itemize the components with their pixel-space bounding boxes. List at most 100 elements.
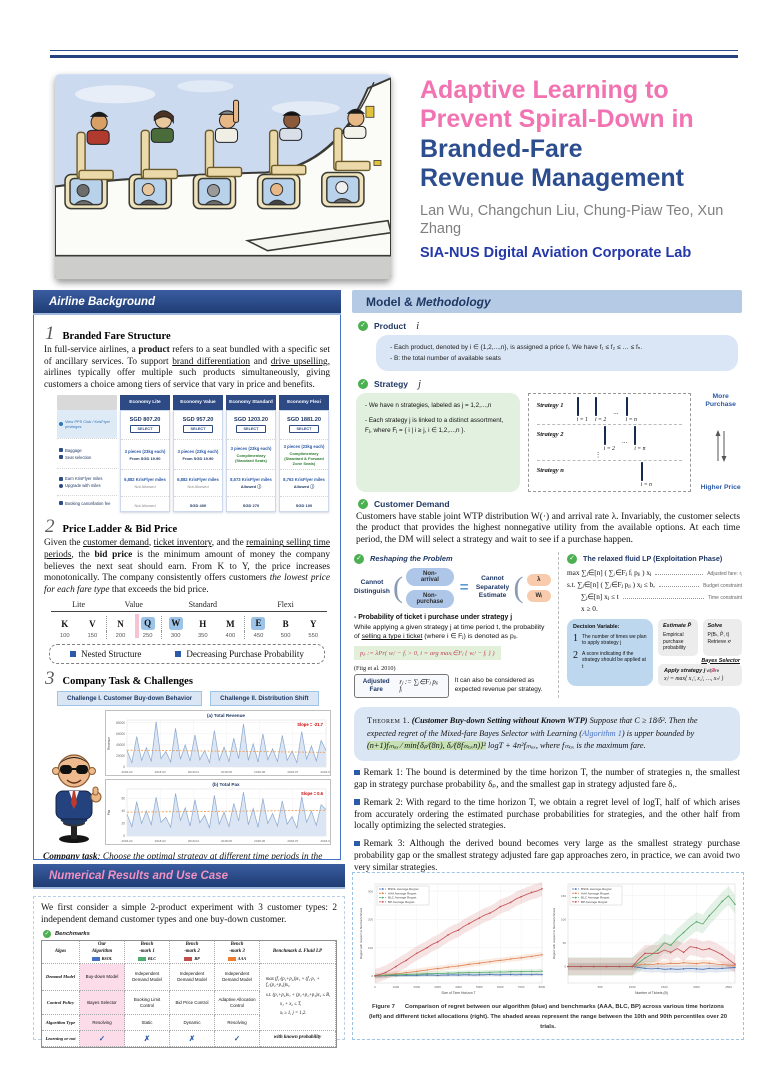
svg-text:100: 100 (368, 946, 373, 950)
svg-text:5000: 5000 (476, 985, 483, 989)
svg-text:(a) Total Revenue: (a) Total Revenue (207, 713, 245, 718)
title-line-1: Adaptive Learning to (420, 76, 669, 104)
total-revenue-chart: 0 20000 40000 60000 80000 2018-02 2018-03 2018-… (105, 710, 331, 777)
fluid-lp-formula: max (f₁·(p₁+p₂))x₁ + (f₁·p₁ + f₂·(p₂+p₃)… (260, 964, 336, 1032)
fare-price: SGD 1881.20 (287, 417, 321, 424)
cancellation-icon (59, 501, 63, 506)
svg-text:Slope = 0.6: Slope = 0.6 (301, 791, 324, 796)
experiment-intro: We first consider a simple 2-product exp… (41, 903, 337, 926)
svg-text:Regret with respect to fluid b: Regret with respect to fluid benchmark (359, 907, 363, 959)
s2-paragraph: Given the customer demand, ticket invent… (44, 538, 330, 595)
svg-text:300: 300 (368, 889, 373, 893)
ladder-code-highlighted: W (161, 616, 189, 632)
svg-text:2018-07: 2018-07 (287, 839, 298, 843)
challenge-tabs: Challenge I. Customer Buy-down Behavior … (57, 691, 331, 707)
probability-formula: pⱼᵢ := λPr( wᵢᵗ − fᵢ > 0, i = arg maxᵢ∈F… (354, 645, 501, 660)
estimate-solve-apply: Estimate P̂ Empirical purchase probabili… (658, 618, 742, 686)
svg-text:2018-06: 2018-06 (254, 839, 265, 843)
select-button[interactable]: SELECT (288, 425, 320, 434)
s1-heading: 1 Branded Fare Structure (45, 324, 331, 343)
svg-text:8000: 8000 (539, 985, 545, 989)
svg-text:BP Average Regret: BP Average Regret (388, 900, 415, 904)
seat-icon (625, 397, 628, 417)
bsol-color-chip (91, 957, 100, 962)
benchmarks-label-row: ✓ Benchmarks (43, 930, 90, 939)
svg-text:Regret with respect to fluid b: Regret with respect to fluid benchmark (552, 907, 556, 959)
airline-background-section: Airline Background 1 Branded Fare Struct… (33, 290, 341, 860)
square-bullet-icon (175, 651, 182, 658)
svg-text:2000: 2000 (413, 985, 420, 989)
select-button[interactable]: SELECT (129, 425, 161, 434)
svg-text:50: 50 (563, 941, 567, 945)
remark-1: Remark 1: The bound is determined by the… (354, 767, 740, 790)
lp-footer: with known probability (260, 1031, 336, 1048)
left-paren: ( (513, 571, 524, 605)
svg-text:BLC Average Regret: BLC Average Regret (581, 896, 609, 900)
ladder-codes: K V N Q W H M E B Y (51, 614, 327, 639)
s3-heading: 3 Company Task & Challenges (45, 669, 331, 688)
adjusted-fare-box: Adjusted Fare rⱼ := ∑ᵢ∈Fⱼ pⱼᵢ fᵢ (354, 673, 449, 698)
svg-text:2018-04: 2018-04 (188, 839, 199, 843)
square-bullet-icon (354, 799, 360, 805)
regret-vs-ticket-allocation-chart: 0 50 100 150 500 1000 1500 2000 2500 BSOL Average… (552, 883, 736, 995)
fluid-lp-column: ✓ The relaxed fluid LP (Exploitation Pha… (558, 551, 742, 698)
model-methodology-header: Model & Methodology (352, 290, 742, 313)
baggage-icon (59, 448, 63, 453)
ladder-code-highlighted: Q (134, 614, 162, 639)
s3-title: Company Task & Challenges (62, 676, 193, 688)
fare-plan-name: Economy Flexi (279, 395, 329, 411)
svg-text:BLC Average Regret: BLC Average Regret (388, 896, 416, 900)
top-rule-thin (50, 50, 738, 51)
top-rule-thick (50, 55, 738, 58)
fare-plan-name: Economy Lite (120, 395, 170, 411)
svg-text:AAA Average Regret: AAA Average Regret (581, 891, 609, 895)
svg-text:80000: 80000 (116, 721, 125, 725)
seat-selection-icon (59, 455, 63, 460)
numerical-results-left: We first consider a simple 2-product exp… (33, 896, 345, 1049)
svg-text:3000: 3000 (434, 985, 441, 989)
legend-nested-structure: Nested Structure (70, 649, 141, 659)
company-task-text: Company task: Choose the optimal strateg… (43, 852, 323, 860)
bid-price-marker (134, 614, 140, 639)
probability-title: - Probability of ticket i purchase under… (354, 613, 513, 621)
fare-price: SGD 807.20 (129, 417, 161, 424)
bp-color-chip (184, 957, 193, 962)
strategy-label-row: ✓ Strategy j (358, 378, 742, 390)
price-ladder: Lite Value Standard Flexi K V N Q W H M … (51, 600, 327, 640)
square-bullet-icon (70, 651, 77, 658)
reshaping-diagram: Cannot Distinguish ( Non-arrival Non-pur… (354, 567, 552, 608)
left-paren: ( (393, 571, 403, 605)
check-icon: ✓ (354, 553, 364, 564)
svg-text:500: 500 (598, 985, 603, 989)
title-line-2: Prevent Spiral-Down in (420, 105, 694, 134)
seat-icon (603, 426, 606, 446)
fare-cancel-label: Booking cancellation fee (57, 495, 117, 510)
probability-paragraph: While applying a given strategy j at tim… (354, 623, 545, 641)
select-button[interactable]: SELECT (235, 425, 267, 434)
fare-plan-name: Economy Value (173, 395, 223, 411)
lp-solver-boxes: Decision Variable: 1 The number of times … (567, 618, 742, 686)
check-icon: ✓ (43, 930, 51, 939)
svg-text:2018-08: 2018-08 (320, 839, 331, 843)
svg-text:AAA Average Regret: AAA Average Regret (388, 891, 416, 895)
svg-text:BP Average Regret: BP Average Regret (581, 900, 608, 904)
airplane-illustration (55, 74, 391, 280)
svg-text:2500: 2500 (725, 985, 732, 989)
poster-title-block: Adaptive Learning to Prevent Spiral-Down… (420, 76, 755, 261)
lp-label-row: ✓ The relaxed fluid LP (Exploitation Pha… (567, 553, 742, 564)
svg-text:4000: 4000 (455, 985, 462, 989)
svg-text:150: 150 (561, 894, 566, 898)
reshaping-column: ✓ Reshaping the Problem Cannot Distingui… (352, 552, 558, 698)
title-line-4: Revenue Management (420, 163, 684, 192)
ladder-legend: Nested Structure Decreasing Purchase Pro… (49, 644, 325, 665)
select-button[interactable]: SELECT (182, 425, 214, 434)
fare-plan-economy-standard: Economy Standard SGD 1203.20 SELECT 3 pie… (226, 395, 276, 513)
fare-comparison-table: View PPS Club / KrisFlyer privileges Bag… (57, 395, 329, 513)
up-down-arrows-icon (715, 430, 727, 463)
benchmark-table: Algos Our Algorithm BSOL Bench -mark 1 BLC… (41, 940, 337, 1049)
total-pax-chart: 0 20 40 60 2018-02 2018-03 2018-04 2018-05 2018-… (105, 779, 331, 846)
challenge-1-tab[interactable]: Challenge I. Customer Buy-down Behavior (57, 691, 203, 707)
pink-arrow-icon: ↗ (709, 665, 716, 675)
challenge-2-tab[interactable]: Challenge II. Distribution Shift (210, 691, 319, 707)
